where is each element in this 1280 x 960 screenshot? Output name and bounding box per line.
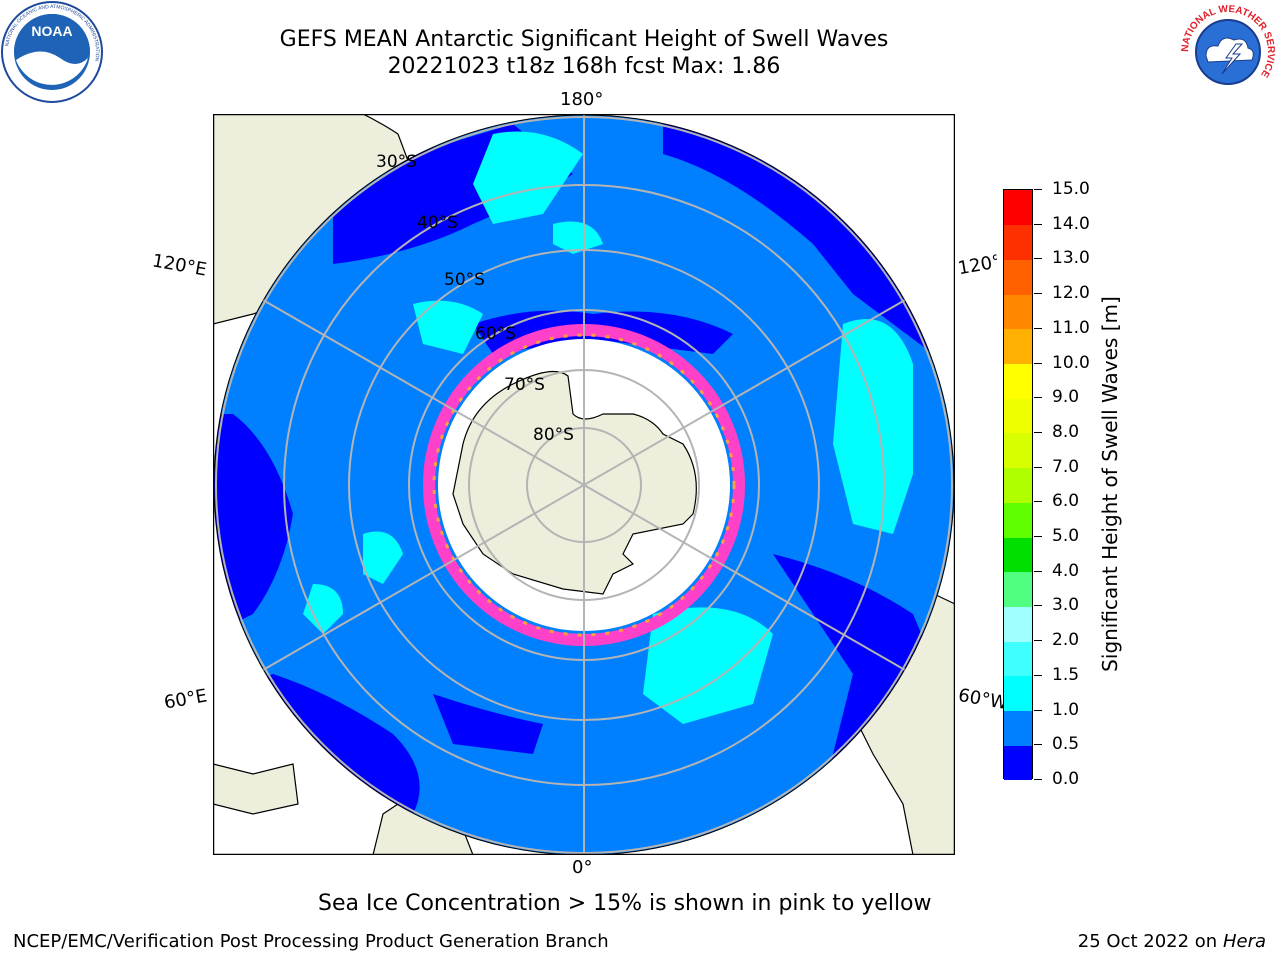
- colorbar-tick: [1034, 570, 1042, 572]
- colorbar-tick-label: 10.0: [1052, 352, 1090, 373]
- colorbar-tick-label: 1.0: [1052, 699, 1080, 720]
- antarctica-landmass: [452, 370, 697, 595]
- lon-label-180: 180°: [560, 89, 604, 110]
- colorbar-tick-label: 9.0: [1052, 387, 1080, 408]
- lon-label-60e: 60°E: [162, 685, 209, 714]
- colorbar-tick-label: 8.0: [1052, 421, 1080, 442]
- colorbar-tick-label: 6.0: [1052, 491, 1080, 512]
- colorbar-tick: [1034, 605, 1042, 607]
- lat-label-40s: 40°S: [417, 213, 458, 233]
- colorbar-tick: [1034, 744, 1042, 746]
- lat-label-30s: 30°S: [376, 152, 417, 172]
- colorbar-tick: [1034, 431, 1042, 433]
- colorbar-segment: [1004, 745, 1032, 781]
- colorbar-tick: [1034, 362, 1042, 364]
- colorbar-label: Significant Height of Swell Waves [m]: [1098, 296, 1122, 672]
- colorbar-tick: [1034, 709, 1042, 711]
- chart-title: GEFS MEAN Antarctic Significant Height o…: [279, 27, 889, 52]
- colorbar-tick: [1034, 397, 1042, 399]
- lat-label-60s: 60°S: [475, 324, 516, 344]
- graticule: [215, 115, 953, 855]
- colorbar-segment: [1004, 502, 1032, 538]
- colorbar: [1003, 189, 1033, 781]
- lat-label-80s: 80°S: [533, 425, 574, 445]
- colorbar-segment: [1004, 432, 1032, 469]
- colorbar-tick-label: 0.0: [1052, 769, 1080, 789]
- footer-date-text: 25 Oct 2022 on: [1077, 931, 1223, 952]
- colorbar-tick: [1034, 189, 1042, 190]
- lon-label-120w: 120°W: [956, 252, 1000, 280]
- lat-label-50s: 50°S: [444, 270, 485, 290]
- colorbar-tick-label: 3.0: [1052, 595, 1080, 616]
- colorbar-tick-label: 14.0: [1052, 213, 1090, 234]
- colorbar-segment: [1004, 398, 1032, 434]
- colorbar-tick-label: 11.0: [1052, 317, 1090, 338]
- colorbar-segment: [1004, 224, 1032, 260]
- madagascar-landmass: [213, 763, 299, 815]
- colorbar-segment: [1004, 606, 1032, 642]
- colorbar-tick: [1034, 293, 1042, 295]
- colorbar-segment: [1004, 467, 1032, 503]
- colorbar-tick: [1034, 674, 1042, 676]
- colorbar-segment: [1004, 259, 1032, 295]
- footer-credit: NCEP/EMC/Verification Post Processing Pr…: [13, 931, 609, 952]
- colorbar-segment: [1004, 710, 1032, 746]
- colorbar-tick: [1034, 536, 1042, 538]
- nws-logo: NATIONAL WEATHER SERVICE: [1178, 2, 1278, 102]
- colorbar-tick: [1034, 327, 1042, 329]
- lon-label-120e: 120°E: [150, 250, 209, 281]
- colorbar-tick-label: 12.0: [1052, 283, 1090, 304]
- colorbar-tick-label: 2.0: [1052, 630, 1080, 651]
- colorbar-tick-label: 0.5: [1052, 734, 1080, 755]
- colorbar-tick: [1034, 501, 1042, 503]
- chart-subtitle: 20221023 t18z 168h fcst Max: 1.86: [387, 54, 781, 79]
- lon-label-60w: 60°W: [956, 685, 1010, 715]
- colorbar-tick-label: 1.5: [1052, 664, 1080, 685]
- colorbar-tick: [1034, 223, 1042, 225]
- polar-map: [213, 114, 955, 855]
- colorbar-segment: [1004, 328, 1032, 365]
- sea-ice-note: Sea Ice Concentration > 15% is shown in …: [318, 891, 932, 916]
- colorbar-tick: [1034, 258, 1042, 260]
- noaa-logo-text: NOAA: [31, 23, 72, 39]
- colorbar-segment: [1004, 294, 1032, 330]
- lat-label-70s: 70°S: [504, 375, 545, 395]
- colorbar-segment: [1004, 363, 1032, 399]
- colorbar-tick-label: 4.0: [1052, 560, 1080, 581]
- colorbar-tick-label: 13.0: [1052, 248, 1090, 269]
- colorbar-segment: [1004, 641, 1032, 677]
- footer-date: 25 Oct 2022 on Hera: [1078, 931, 1266, 953]
- colorbar-segment: [1004, 675, 1032, 712]
- footer-host: Hera: [1222, 931, 1266, 952]
- lon-label-0: 0°: [572, 857, 593, 878]
- colorbar-tick: [1034, 779, 1042, 780]
- colorbar-tick: [1034, 640, 1042, 642]
- noaa-logo: NOAA NATIONAL OCEANIC AND ATMOSPHERIC AD…: [1, 1, 103, 103]
- colorbar-tick: [1034, 466, 1042, 468]
- colorbar-tick-label: 7.0: [1052, 456, 1080, 477]
- colorbar-segment: [1004, 571, 1032, 607]
- colorbar-tick-label: 5.0: [1052, 526, 1080, 547]
- colorbar-segment: [1004, 190, 1032, 226]
- colorbar-tick-label: 15.0: [1052, 179, 1090, 199]
- colorbar-segment: [1004, 537, 1032, 573]
